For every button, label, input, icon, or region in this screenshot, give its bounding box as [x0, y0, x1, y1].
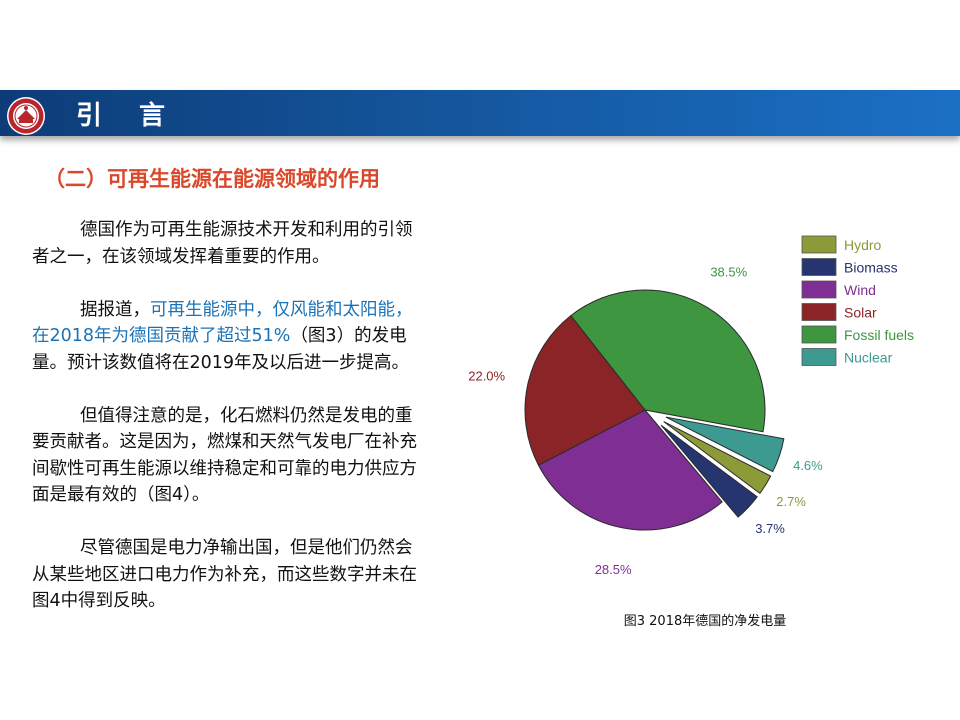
- pie-labels: 2.7% 3.7% 28.5% 22.0% 38.5% 4.6%: [468, 264, 823, 576]
- header-bar: [0, 90, 960, 136]
- paragraph: 但值得注意的是，化石燃料仍然是发电的重要贡献者。这是因为，燃煤和天然气发电厂在补…: [32, 403, 424, 509]
- body-text: 德国作为可再生能源技术开发和利用的引领者之一，在该领域发挥着重要的作用。据报道，…: [32, 217, 424, 641]
- legend-swatch: [801, 280, 837, 299]
- legend-swatch: [801, 235, 837, 254]
- legend-label: Hydro: [844, 237, 882, 253]
- pie-slice-biomass: [660, 424, 758, 518]
- slice-label-fossil-fuels: 38.5%: [710, 264, 747, 279]
- paragraph: 德国作为可再生能源技术开发和利用的引领者之一，在该领域发挥着重要的作用。: [32, 217, 424, 270]
- legend-label: Fossil fuels: [844, 327, 914, 343]
- slice-label-wind: 28.5%: [595, 562, 632, 577]
- pie-slice-wind: [537, 409, 723, 531]
- legend-label: Biomass: [844, 260, 898, 276]
- pie-slice-nuclear: [665, 416, 785, 473]
- legend: Hydro Biomass Wind Solar Fossil fuels Nuclear: [801, 235, 914, 366]
- slice-label-nuclear: 4.6%: [793, 458, 823, 473]
- pie-slice-fossil-fuels: [570, 289, 766, 433]
- section-heading: （二）可再生能源在能源领域的作用: [44, 167, 380, 191]
- paragraph-text: 但值得注意的是，化石燃料仍然是发电的重要贡献者。这是因为，燃煤和天然气发电厂在补…: [32, 405, 417, 506]
- pie-slice-solar: [524, 314, 646, 466]
- highlighted-text: 可再生能源中，仅风能和太阳能，在2018年为德国贡献了超过51%: [32, 299, 413, 347]
- pie-slice-hydro: [663, 421, 772, 495]
- legend-label: Nuclear: [844, 350, 893, 366]
- page-title: 引 言: [76, 101, 180, 131]
- slice-label-biomass: 3.7%: [755, 521, 785, 536]
- paragraph: 据报道，可再生能源中，仅风能和太阳能，在2018年为德国贡献了超过51%（图3）…: [32, 297, 424, 377]
- university-logo-icon: [7, 97, 45, 135]
- legend-swatch: [801, 348, 837, 366]
- legend-swatch: [801, 325, 837, 344]
- chart-caption: 图3 2018年德国的净发电量: [623, 614, 787, 629]
- pie-slices: [524, 289, 785, 531]
- paragraph-text: （图3）的发电量。预计该数值将在2019年及以后进一步提高。: [32, 326, 410, 373]
- slice-label-hydro: 2.7%: [776, 494, 806, 509]
- pie-chart: 2.7% 3.7% 28.5% 22.0% 38.5% 4.6% Hydro Biomass…: [468, 235, 914, 577]
- legend-swatch: [801, 258, 837, 276]
- paragraph: 尽管德国是电力净输出国，但是他们仍然会从某些地区进口电力作为补充，而这些数字并未…: [32, 535, 424, 615]
- slice-label-solar: 22.0%: [468, 369, 505, 384]
- paragraph-text: 德国作为可再生能源技术开发和利用的引领者之一，在该领域发挥着重要的作用。: [32, 220, 413, 267]
- legend-swatch: [801, 303, 837, 321]
- legend-label: Wind: [844, 282, 876, 298]
- legend-label: Solar: [844, 305, 877, 321]
- paragraph-text: 尽管德国是电力净输出国，但是他们仍然会从某些地区进口电力作为补充，而这些数字并未…: [32, 538, 417, 611]
- paragraph-text: 据报道，: [80, 299, 150, 320]
